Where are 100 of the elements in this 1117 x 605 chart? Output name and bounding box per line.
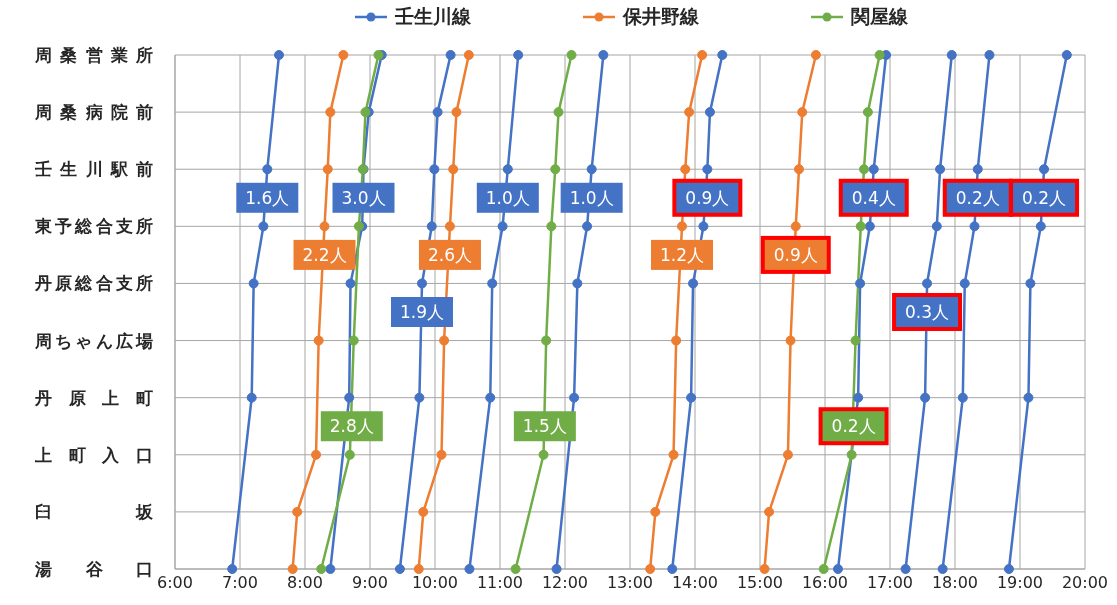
point — [702, 164, 713, 175]
annotation: 0.2人 — [1022, 187, 1067, 208]
point — [874, 50, 885, 60]
point — [810, 50, 821, 60]
point — [1025, 278, 1036, 289]
point — [345, 278, 356, 289]
x-tick-label: 8:00 — [287, 573, 323, 593]
annotation: 0.2人 — [955, 187, 1000, 208]
annotation: 2.8人 — [329, 416, 374, 437]
point — [444, 221, 455, 232]
point — [833, 564, 843, 574]
point — [686, 392, 697, 403]
point — [862, 107, 873, 118]
point — [572, 278, 583, 289]
y-tick-label: 臼坂 — [35, 501, 154, 522]
point — [582, 221, 593, 232]
point — [322, 164, 333, 175]
point — [650, 506, 661, 517]
y-tick-label: 壬生川駅前 — [34, 159, 153, 180]
point — [566, 50, 577, 60]
point — [684, 107, 695, 118]
point — [344, 392, 355, 403]
annotation: 0.4人 — [851, 187, 896, 208]
annotation: 0.2人 — [831, 416, 876, 437]
point — [344, 449, 355, 460]
point — [946, 50, 957, 60]
point — [417, 278, 427, 289]
point — [855, 278, 866, 289]
annotation: 1.6人 — [245, 187, 290, 208]
point — [717, 50, 728, 60]
point — [353, 221, 364, 232]
point — [937, 564, 948, 574]
annotation: 0.9人 — [685, 187, 730, 208]
point — [1003, 564, 1014, 574]
point — [853, 392, 864, 403]
x-tick-label: 14:00 — [671, 573, 719, 593]
point — [413, 564, 424, 574]
y-tick-label: 湯谷口 — [34, 559, 153, 579]
y-tick-label: 上町入口 — [34, 444, 153, 465]
x-tick-label: 10:00 — [411, 573, 459, 593]
point — [448, 164, 459, 175]
annotation: 1.5人 — [522, 416, 567, 437]
point — [538, 449, 549, 460]
point — [677, 221, 687, 232]
point — [598, 50, 609, 60]
y-tick-label: 東予総合支所 — [34, 216, 153, 237]
x-tick-label: 20:00 — [1061, 573, 1109, 593]
point — [782, 449, 793, 460]
point — [262, 164, 273, 175]
point — [667, 564, 678, 574]
point — [287, 564, 298, 574]
point — [497, 221, 508, 232]
point — [704, 107, 715, 118]
x-tick-label: 7:00 — [222, 573, 258, 593]
point — [818, 564, 829, 574]
point — [688, 278, 699, 289]
x-tick-label: 13:00 — [606, 573, 654, 593]
point — [553, 107, 564, 118]
point — [463, 50, 474, 60]
point — [432, 107, 443, 118]
annotation: 3.0人 — [341, 187, 386, 208]
x-tick-label: 11:00 — [476, 573, 524, 593]
point — [348, 335, 359, 346]
point — [764, 506, 775, 517]
point — [1023, 392, 1034, 403]
point — [445, 50, 456, 60]
point — [258, 221, 269, 232]
point — [338, 50, 349, 60]
point — [697, 50, 708, 60]
point — [274, 50, 284, 60]
point — [586, 164, 597, 175]
point — [850, 335, 861, 346]
point — [227, 564, 238, 574]
point — [436, 449, 447, 460]
point — [984, 50, 995, 60]
x-tick-label: 15:00 — [736, 573, 784, 593]
annotation: 1.0人 — [569, 187, 614, 208]
point — [248, 278, 259, 289]
point — [922, 278, 933, 289]
point — [671, 335, 682, 346]
point — [864, 221, 875, 232]
point — [797, 107, 808, 118]
annotation: 2.6人 — [427, 244, 472, 265]
point — [935, 164, 946, 175]
point — [900, 564, 911, 574]
point — [680, 164, 691, 175]
y-tick-label: 周ちゃん広場 — [34, 330, 153, 351]
annotation: 0.3人 — [905, 302, 950, 322]
point — [550, 164, 561, 175]
point — [959, 278, 970, 289]
point — [439, 335, 450, 346]
point — [698, 221, 709, 232]
x-tick-label: 17:00 — [866, 573, 914, 593]
point — [920, 392, 931, 403]
annotation: 1.9人 — [399, 302, 445, 322]
legend-label: 関屋線 — [850, 4, 908, 29]
point — [394, 564, 405, 574]
y-tick-label: 周桑病院前 — [34, 102, 153, 123]
point — [485, 392, 496, 403]
point — [513, 50, 524, 60]
